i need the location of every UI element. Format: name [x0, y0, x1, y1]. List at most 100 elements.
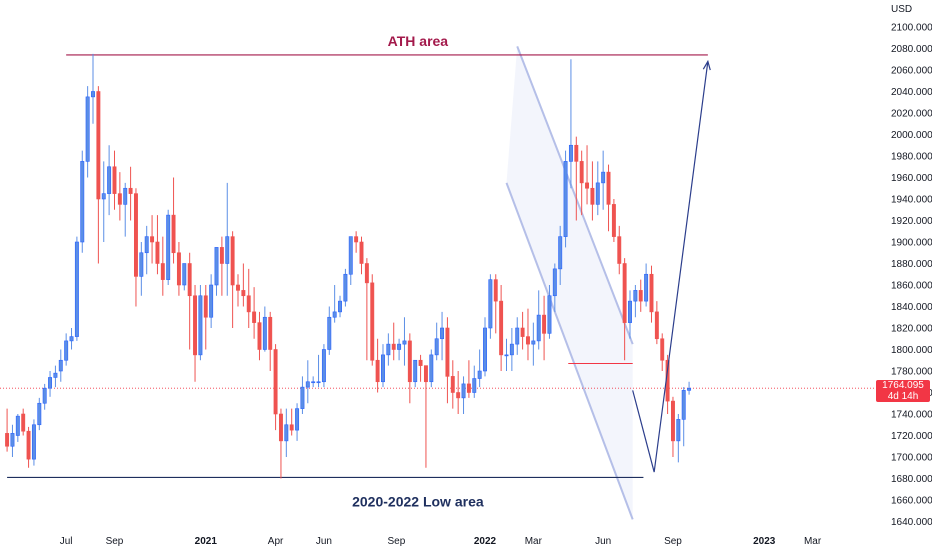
candle — [332, 285, 337, 323]
y-tick-label: 1880.000 — [891, 259, 932, 270]
candle — [375, 338, 380, 393]
candle-body — [117, 193, 122, 205]
candle-body — [268, 316, 273, 350]
candle-body — [230, 236, 235, 286]
candle — [407, 333, 412, 404]
candle — [595, 161, 600, 216]
candle — [660, 333, 665, 371]
candle — [552, 263, 557, 312]
candle — [278, 408, 283, 479]
candle-body — [338, 300, 342, 313]
candle-body — [150, 236, 155, 243]
candle — [649, 265, 654, 323]
candle-body — [219, 247, 224, 264]
candle — [117, 172, 122, 221]
candle — [58, 349, 63, 382]
candle — [434, 322, 439, 361]
candle — [15, 414, 20, 442]
candle — [176, 242, 181, 296]
candle — [112, 150, 117, 210]
candle-body — [536, 314, 541, 342]
candle — [26, 426, 31, 468]
candle-body — [69, 336, 74, 342]
candle-body — [687, 387, 692, 391]
candle-body — [332, 311, 337, 318]
candle-body — [278, 413, 283, 442]
candle-body — [176, 252, 181, 286]
candle — [85, 86, 90, 178]
candle-body — [160, 263, 165, 280]
candle-body — [128, 187, 133, 194]
candle-body — [579, 161, 584, 184]
y-tick-label: 1780.000 — [891, 367, 932, 378]
candle — [687, 381, 692, 395]
candle — [107, 145, 112, 216]
y-tick-label: 1900.000 — [891, 238, 932, 249]
candle-body — [48, 377, 53, 389]
y-tick-label: 2100.000 — [891, 23, 932, 34]
candle-body — [257, 322, 262, 350]
channel-lower-line — [505, 182, 634, 520]
candle — [203, 285, 208, 350]
candle-body — [418, 359, 423, 366]
candle — [638, 279, 643, 312]
candle-body — [595, 182, 600, 205]
candle — [370, 274, 375, 366]
candle — [509, 328, 514, 371]
candle — [42, 383, 47, 410]
candle — [606, 164, 611, 232]
candle-body — [429, 354, 434, 383]
x-tick-label: Sep — [664, 536, 682, 547]
candle-body — [493, 279, 498, 302]
candle — [386, 333, 391, 366]
y-tick-label: 2040.000 — [891, 87, 932, 98]
candle — [413, 359, 418, 388]
candle-body — [542, 314, 547, 334]
y-tick-label: 2020.000 — [891, 109, 932, 120]
candle — [31, 419, 36, 466]
candle — [445, 317, 450, 404]
y-tick-label: 2000.000 — [891, 130, 932, 141]
candle — [558, 225, 563, 285]
candle-body — [182, 263, 187, 286]
candle — [515, 317, 520, 355]
candle-body — [155, 241, 160, 264]
candle — [622, 258, 627, 361]
candle-body — [676, 419, 681, 442]
candle-body — [574, 144, 579, 162]
candle — [214, 247, 219, 296]
x-tick-label: Jun — [316, 536, 332, 547]
candle — [423, 365, 428, 468]
candle — [182, 263, 187, 291]
candle — [246, 268, 251, 328]
descending-channel — [505, 45, 634, 520]
y-tick-label: 1980.000 — [891, 152, 932, 163]
candle-body — [101, 193, 106, 200]
candle-body — [628, 300, 632, 323]
candle-body — [193, 295, 197, 356]
candle — [644, 263, 649, 307]
candle — [547, 285, 552, 339]
candle-body — [391, 343, 396, 350]
y-tick-label: 2060.000 — [891, 66, 932, 77]
candle — [676, 414, 681, 463]
candle-body — [96, 91, 101, 200]
candle — [252, 287, 257, 339]
countdown-label: 4d 14h — [887, 391, 919, 402]
candle-body — [225, 236, 230, 264]
candle-body — [15, 415, 20, 436]
candle — [617, 225, 622, 275]
y-tick-label: 1720.000 — [891, 431, 932, 442]
candle — [364, 258, 369, 361]
current-price-tag: 1764.095 4d 14h — [876, 380, 930, 402]
candle-body — [568, 144, 573, 162]
y-tick-label: 1660.000 — [891, 496, 932, 507]
candle — [236, 274, 240, 307]
price-axis: USD 2100.000 2080.000 2060.000 2040.000 2020… — [891, 4, 932, 528]
candle-body — [284, 424, 289, 442]
candle-body — [209, 284, 214, 318]
candle-body — [112, 166, 117, 194]
candle-body — [381, 354, 385, 383]
candle-body — [509, 343, 514, 356]
